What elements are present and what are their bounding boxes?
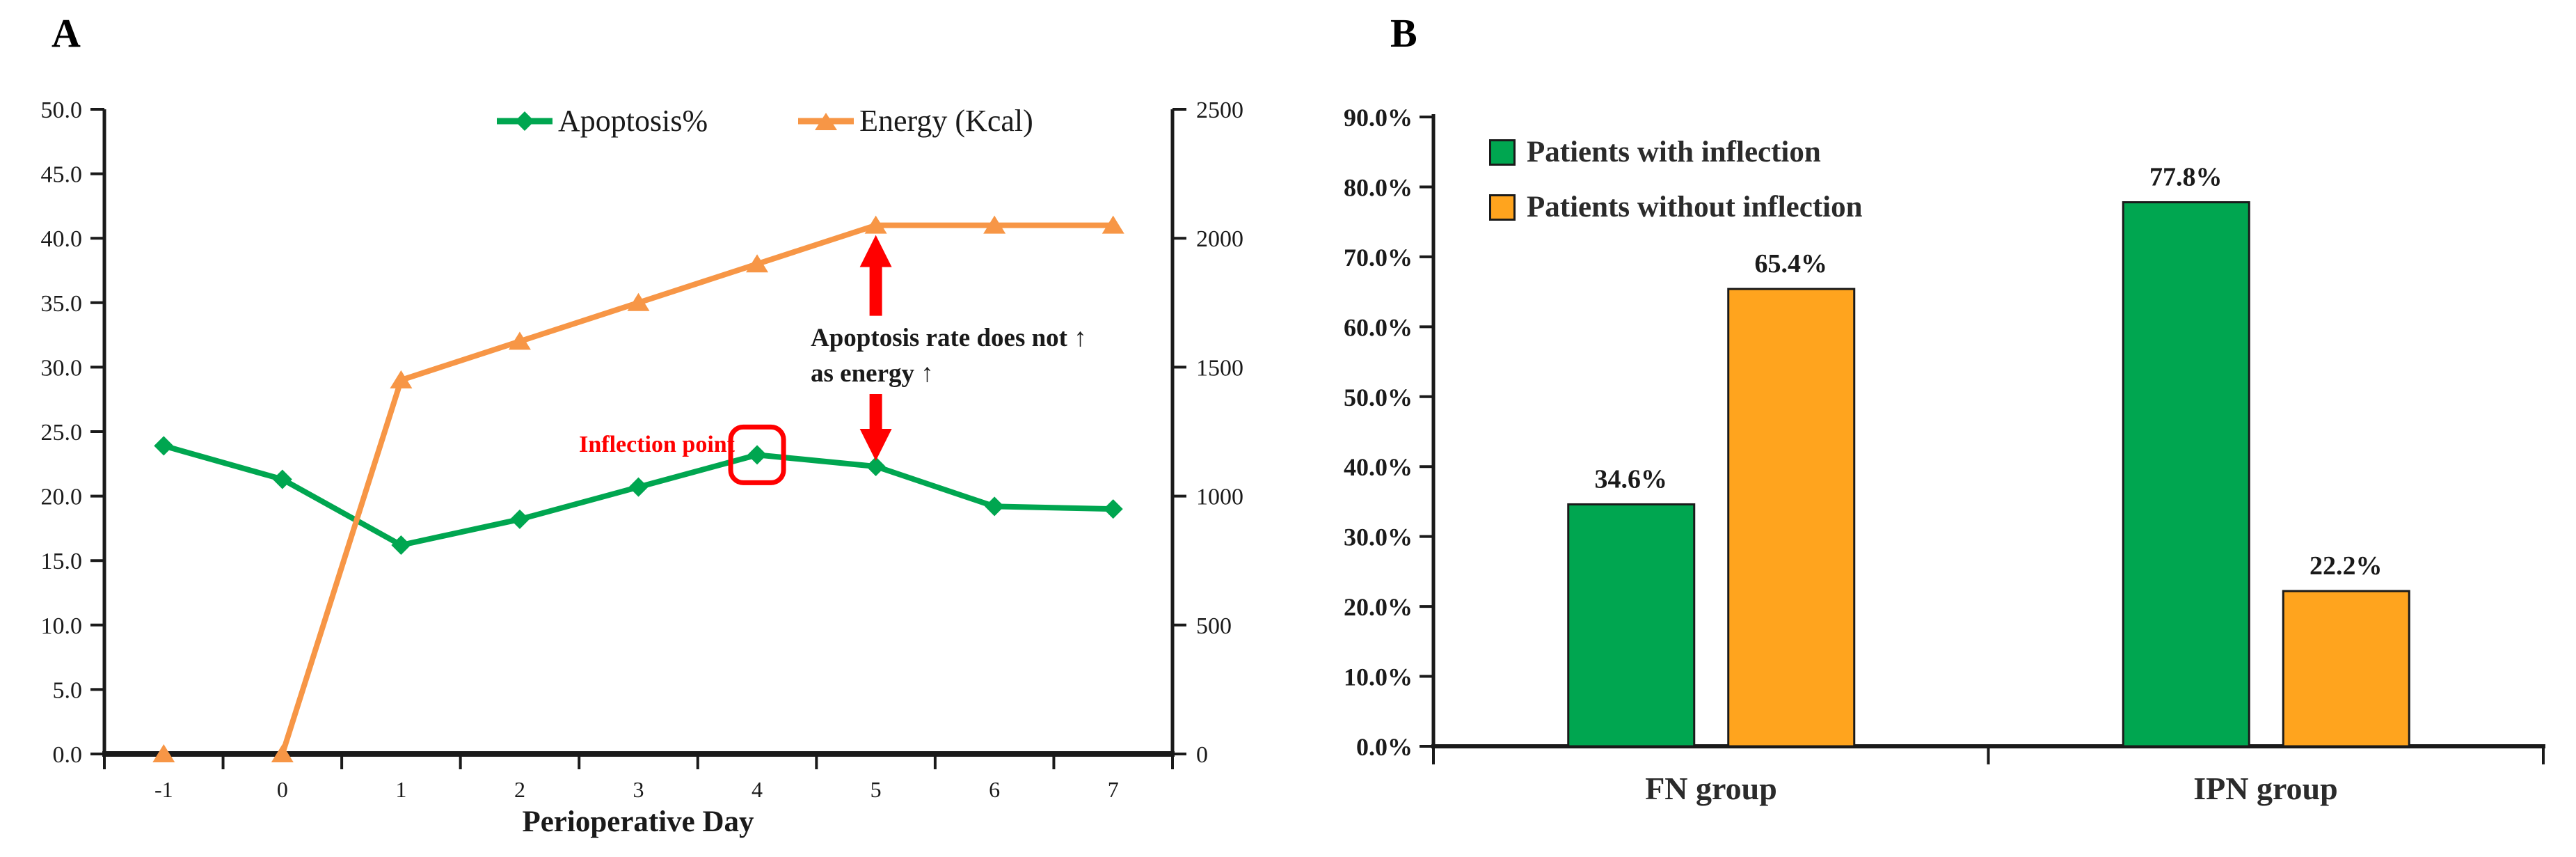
a-x-tick-label: 6 — [989, 777, 1000, 802]
triangle-marker — [152, 744, 175, 762]
apoptosis-line-marker-icon — [497, 111, 552, 131]
a-x-tick-label: 1 — [395, 777, 406, 802]
a-right-tick-label: 1500 — [1196, 355, 1243, 381]
a-left-tick-label: 35.0 — [41, 291, 83, 317]
a-x-tick-label: 7 — [1108, 777, 1119, 802]
apoptosis-energy-note: Apoptosis rate does not ↑ as energy ↑ — [811, 320, 1087, 391]
diamond-marker — [985, 496, 1005, 517]
note-line-2: as energy ↑ — [811, 359, 934, 388]
a-x-tick-label: 4 — [752, 777, 763, 802]
diamond-marker — [391, 535, 411, 555]
bar-fn-without-inflection — [1727, 288, 1856, 748]
legend-item-apoptosis: Apoptosis% — [495, 103, 708, 139]
a-left-tick-label: 20.0 — [41, 485, 83, 510]
inflection-point-label: Inflection point — [579, 432, 735, 457]
with-inflection-swatch-icon — [1489, 139, 1516, 166]
bar-fn-with-inflection — [1567, 503, 1696, 748]
triangle-marker — [627, 292, 650, 311]
diamond-marker — [509, 509, 530, 529]
b-y-tick-label: 30.0% — [1344, 524, 1413, 551]
a-x-tick-label: 2 — [514, 777, 525, 802]
a-left-tick-label: 50.0 — [41, 97, 83, 123]
bar-ipn-with-inflection — [2122, 201, 2250, 748]
panel-a-x-axis-title: Perioperative Day — [522, 805, 754, 838]
diamond-marker — [154, 436, 174, 456]
a-left-tick-label: 0.0 — [53, 742, 83, 768]
panel-a-plot: 0.05.010.015.020.025.030.035.040.045.050… — [41, 97, 1244, 802]
red-up-arrow-icon — [859, 235, 892, 316]
b-y-tick-label: 20.0% — [1344, 593, 1413, 621]
triangle-marker — [390, 370, 413, 388]
a-left-tick-label: 45.0 — [41, 162, 83, 188]
diamond-marker — [1103, 499, 1123, 519]
bar-value-label: 65.4% — [1755, 249, 1828, 278]
a-right-tick-label: 2500 — [1196, 97, 1243, 123]
legend-item-without-inflection: Patients without inflection — [1489, 190, 1863, 224]
bar-value-label: 77.8% — [2149, 163, 2223, 192]
a-left-tick-label: 10.0 — [41, 613, 83, 639]
legend-item-energy: Energy (Kcal) — [797, 103, 1033, 139]
panel-a-label: A — [51, 10, 81, 56]
legend-label-with-inflection: Patients with inflection — [1527, 136, 1821, 168]
triangle-marker — [983, 215, 1006, 234]
bar-value-label: 22.2% — [2309, 551, 2383, 581]
b-y-tick-label: 90.0% — [1344, 104, 1413, 132]
a-x-tick-label: -1 — [154, 777, 173, 802]
b-y-tick-label: 40.0% — [1344, 453, 1413, 481]
diamond-marker — [628, 477, 649, 497]
red-down-arrow-icon — [859, 394, 892, 462]
triangle-marker — [864, 215, 887, 234]
a-x-tick-label: 0 — [277, 777, 288, 802]
legend-label-apoptosis: Apoptosis% — [558, 104, 708, 138]
a-left-tick-label: 30.0 — [41, 355, 83, 381]
a-left-tick-label: 15.0 — [41, 549, 83, 574]
triangle-marker — [746, 254, 769, 273]
inflection-point-box — [728, 424, 786, 485]
legend-label-without-inflection: Patients without inflection — [1527, 191, 1863, 223]
bar-value-label: 34.6% — [1595, 464, 1668, 494]
panel-b-plot: 0.0% 10.0% 20.0% 30.0% 40.0% 50.0% 60.0% 70.0% 8… — [1344, 104, 2545, 764]
a-left-tick-label: 40.0 — [41, 226, 83, 252]
b-y-tick-label: 80.0% — [1344, 173, 1413, 201]
a-right-tick-label: 1000 — [1196, 485, 1243, 510]
triangle-marker — [271, 744, 294, 762]
b-y-tick-label: 10.0% — [1344, 663, 1413, 691]
diamond-marker — [866, 457, 886, 477]
a-right-tick-label: 500 — [1196, 613, 1232, 639]
triangle-marker — [1102, 215, 1124, 234]
a-x-tick-label: 3 — [633, 777, 644, 802]
panel-b-label: B — [1390, 10, 1417, 56]
legend-label-energy: Energy (Kcal) — [859, 104, 1033, 138]
ipn-group-label: IPN group — [2193, 771, 2338, 806]
note-line-1: Apoptosis rate does not ↑ — [811, 324, 1087, 352]
diamond-marker — [272, 469, 292, 489]
legend-item-with-inflection: Patients with inflection — [1489, 135, 1863, 169]
b-y-tick-label: 50.0% — [1344, 384, 1413, 411]
a-right-tick-label: 2000 — [1196, 226, 1243, 252]
a-left-tick-label: 25.0 — [41, 420, 83, 446]
panel-a-legend: Apoptosis% Energy (Kcal) — [495, 103, 1033, 139]
without-inflection-swatch-icon — [1489, 194, 1516, 221]
energy-line-marker-icon — [798, 112, 854, 130]
b-y-tick-label: 60.0% — [1344, 313, 1413, 341]
a-right-tick-label: 0 — [1196, 742, 1208, 768]
a-left-tick-label: 5.0 — [53, 677, 83, 703]
diamond-marker — [747, 445, 768, 465]
triangle-marker — [508, 331, 531, 350]
panel-b-legend: Patients with inflection Patients withou… — [1489, 135, 1863, 224]
fn-group-label: FN group — [1645, 771, 1777, 806]
b-y-tick-label: 70.0% — [1344, 244, 1413, 272]
bar-ipn-without-inflection — [2282, 590, 2410, 748]
a-x-tick-label: 5 — [870, 777, 882, 802]
b-y-tick-label: 0.0% — [1356, 733, 1413, 761]
